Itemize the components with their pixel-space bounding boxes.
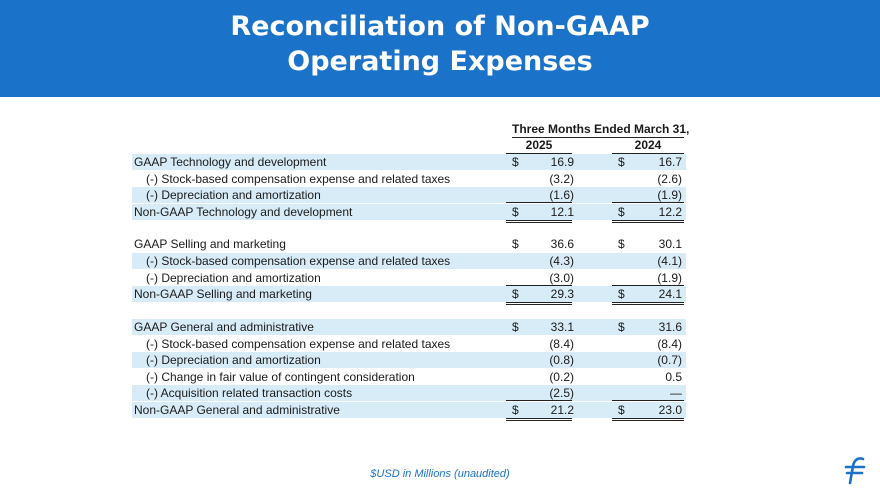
period-header: Three Months Ended March 31, [512, 122, 690, 138]
currency-symbol: $ [618, 320, 625, 334]
value-2024: (0.7) [657, 353, 682, 367]
value-2025: 21.2 [550, 403, 574, 417]
currency-symbol: $ [512, 403, 519, 417]
total-double-rule [612, 220, 684, 223]
value-2025: (1.6) [549, 188, 574, 202]
table-row: Non-GAAP General and administrative $ 21… [132, 402, 686, 421]
currency-symbol: $ [512, 237, 519, 251]
value-2025: (8.4) [549, 337, 574, 351]
value-2025: (3.2) [549, 172, 574, 186]
value-2025: 16.9 [550, 155, 574, 169]
value-2025: (4.3) [549, 254, 574, 268]
value-2025: (0.2) [549, 370, 574, 384]
subtotal-rule [612, 400, 684, 401]
title-banner: Reconciliation of Non-GAAP Operating Exp… [0, 0, 880, 97]
value-2025: (3.0) [549, 271, 574, 285]
currency-symbol: $ [512, 287, 519, 301]
value-2024: (1.9) [657, 271, 682, 285]
row-label: GAAP Technology and development [134, 155, 327, 169]
row-label: GAAP General and administrative [134, 320, 314, 334]
value-2024: (8.4) [657, 337, 682, 351]
value-2024: — [670, 386, 682, 400]
total-double-rule [506, 302, 572, 305]
row-label: (-) Depreciation and amortization [146, 188, 321, 202]
value-2024: 0.5 [665, 370, 682, 384]
currency-symbol: $ [618, 287, 625, 301]
value-2024: (1.9) [657, 188, 682, 202]
subtotal-rule [506, 285, 572, 286]
row-label: (-) Stock-based compensation expense and… [146, 172, 451, 186]
table-row: GAAP General and administrative $ 33.1 $… [132, 319, 686, 335]
total-double-rule [612, 302, 684, 305]
value-2025: (0.8) [549, 353, 574, 367]
value-2024: (4.1) [657, 254, 682, 268]
value-2024: 31.6 [658, 320, 682, 334]
value-2024: 12.2 [658, 205, 682, 219]
table-row: GAAP Technology and development $ 16.9 $… [132, 154, 686, 170]
row-label: (-) Acquisition related transaction cost… [146, 386, 353, 400]
row-label: (-) Change in fair value of contingent c… [146, 370, 415, 384]
value-2025: 36.6 [550, 237, 574, 251]
row-label: (-) Depreciation and amortization [146, 271, 321, 285]
column-header-2024: 2024 [612, 138, 684, 154]
table-row: (-) Acquisition related transaction cost… [132, 385, 686, 401]
table-row: (-) Depreciation and amortization (3.0) … [132, 270, 686, 286]
row-label: Non-GAAP Selling and marketing [134, 287, 312, 301]
table-row: (-) Depreciation and amortization (1.6) … [132, 187, 686, 203]
value-2024: 16.7 [658, 155, 682, 169]
row-label: (-) Stock-based compensation expense and… [146, 337, 451, 351]
title-line-1: Reconciliation of Non-GAAP [230, 11, 650, 42]
table-row: GAAP Selling and marketing $ 36.6 $ 30.1 [132, 236, 686, 252]
value-2024: 23.0 [658, 403, 682, 417]
table-row: (-) Depreciation and amortization (0.8) … [132, 352, 686, 368]
subtotal-rule [612, 202, 684, 203]
currency-symbol: $ [618, 205, 625, 219]
currency-symbol: $ [618, 155, 625, 169]
total-double-rule [506, 418, 572, 421]
subtotal-rule [612, 285, 684, 286]
row-label: Non-GAAP General and administrative [134, 403, 340, 417]
column-header-2025: 2025 [506, 138, 572, 154]
value-2025: 29.3 [550, 287, 574, 301]
row-label: GAAP Selling and marketing [134, 237, 286, 251]
currency-symbol: $ [512, 320, 519, 334]
footnote: $USD in Millions (unaudited) [370, 468, 510, 480]
title-line-2: Operating Expenses [287, 46, 593, 77]
value-2024: (2.6) [657, 172, 682, 186]
total-double-rule [612, 418, 684, 421]
value-2025: 33.1 [550, 320, 574, 334]
value-2025: 12.1 [550, 205, 574, 219]
currency-symbol: $ [618, 403, 625, 417]
value-2025: (2.5) [549, 386, 574, 400]
table-row: (-) Stock-based compensation expense and… [132, 336, 686, 352]
brand-f-logo-icon [844, 457, 866, 485]
row-label: (-) Depreciation and amortization [146, 353, 321, 367]
table-row: (-) Stock-based compensation expense and… [132, 171, 686, 187]
subtotal-rule [506, 202, 572, 203]
page-title: Reconciliation of Non-GAAP Operating Exp… [0, 9, 880, 79]
currency-symbol: $ [512, 155, 519, 169]
total-double-rule [506, 220, 572, 223]
table-row: Non-GAAP Selling and marketing $ 29.3 $ … [132, 286, 686, 305]
table-row: Non-GAAP Technology and development $ 12… [132, 204, 686, 223]
value-2024: 24.1 [658, 287, 682, 301]
table-row: (-) Change in fair value of contingent c… [132, 369, 686, 385]
subtotal-rule [506, 400, 572, 401]
value-2024: 30.1 [658, 237, 682, 251]
currency-symbol: $ [512, 205, 519, 219]
currency-symbol: $ [618, 237, 625, 251]
row-label: Non-GAAP Technology and development [134, 205, 353, 219]
table-row: (-) Stock-based compensation expense and… [132, 253, 686, 269]
row-label: (-) Stock-based compensation expense and… [146, 254, 451, 268]
